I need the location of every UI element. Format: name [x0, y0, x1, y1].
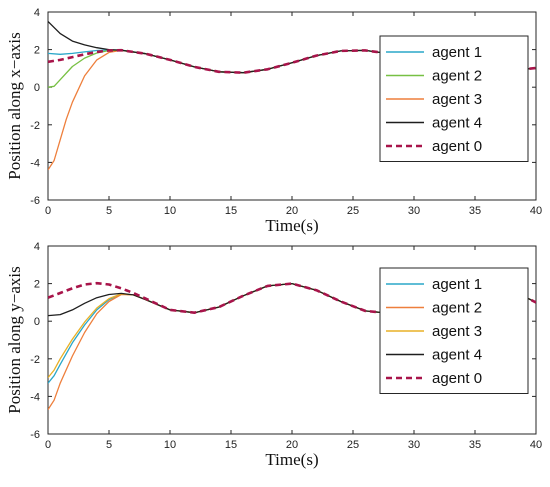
chart-panel-1: 0 5 10 15 20 25 30 35 40420-2-4-6Time(s)Position…	[5, 7, 542, 235]
y-tick-label: -4	[30, 391, 40, 403]
y-tick-label: 4	[34, 241, 40, 253]
y-tick-label: 4	[34, 7, 40, 19]
x-tick-label: 10	[164, 439, 176, 451]
x-tick-label: 25	[347, 205, 359, 217]
x-tick-label: 0	[45, 205, 51, 217]
x-axis-label: Time(s)	[265, 216, 318, 235]
x-tick-label: 10	[164, 205, 176, 217]
x-tick-label: 40	[530, 439, 542, 451]
legend: agent 1 agent 2 agent 3 agent 4 agent 0	[379, 35, 529, 162]
y-tick-label: 2	[34, 279, 40, 291]
legend-label: agent 3	[432, 323, 482, 340]
y-tick-label: -4	[30, 157, 40, 169]
x-tick-label: 0	[45, 439, 51, 451]
x-axis-label: Time(s)	[265, 450, 318, 469]
legend-label: agent 1	[432, 276, 482, 293]
legend: agent 1 agent 2 agent 3 agent 4 agent 0	[379, 267, 529, 394]
x-tick-label: 5	[106, 205, 112, 217]
y-tick-label: -6	[30, 429, 40, 441]
x-tick-label: 5	[106, 439, 112, 451]
chart-panel-2: 0 5 10 15 20 25 30 35 40420-2-4-6Time(s)Position…	[5, 241, 542, 469]
x-tick-label: 35	[469, 439, 481, 451]
x-tick-label: 20	[286, 205, 298, 217]
y-tick-label: 0	[34, 316, 40, 328]
y-tick-label: -6	[30, 195, 40, 207]
legend-label: agent 0	[432, 138, 482, 155]
x-tick-label: 15	[225, 205, 237, 217]
legend-label: agent 2	[432, 68, 482, 85]
x-tick-label: 30	[408, 205, 420, 217]
x-tick-label: 20	[286, 439, 298, 451]
x-tick-label: 15	[225, 439, 237, 451]
legend-label: agent 4	[432, 347, 482, 364]
legend-label: agent 0	[432, 370, 482, 387]
y-tick-label: 2	[34, 45, 40, 57]
y-axis-label: Position along y−axis	[5, 266, 24, 413]
y-axis-label: Position along x−axis	[5, 32, 24, 179]
x-tick-label: 30	[408, 439, 420, 451]
x-tick-label: 40	[530, 205, 542, 217]
y-tick-label: -2	[30, 354, 40, 366]
y-tick-label: -2	[30, 120, 40, 132]
legend-label: agent 3	[432, 91, 482, 108]
legend-label: agent 2	[432, 300, 482, 317]
x-tick-label: 35	[469, 205, 481, 217]
y-tick-label: 0	[34, 82, 40, 94]
legend-label: agent 1	[432, 44, 482, 61]
x-tick-label: 25	[347, 439, 359, 451]
legend-label: agent 4	[432, 115, 482, 132]
